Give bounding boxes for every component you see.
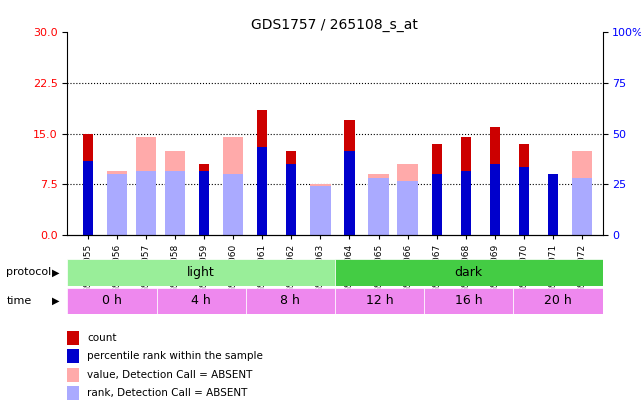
Bar (257, 110, 267, 235)
Bar (136, 137, 156, 235)
Bar (165, 151, 185, 235)
Bar (83, 161, 93, 235)
Bar (369, 177, 388, 235)
Bar (67, 350, 79, 363)
Text: percentile rank within the sample: percentile rank within the sample (87, 351, 263, 361)
Text: 8 h: 8 h (280, 294, 300, 307)
Bar (310, 186, 331, 235)
Bar (369, 174, 388, 235)
Bar (67, 259, 335, 286)
Bar (106, 174, 127, 235)
Bar (335, 288, 424, 314)
Bar (223, 174, 244, 235)
Bar (344, 120, 354, 235)
Text: light: light (187, 266, 215, 279)
Bar (257, 147, 267, 235)
Bar (67, 331, 79, 345)
Text: 0 h: 0 h (102, 294, 122, 307)
Text: 16 h: 16 h (455, 294, 483, 307)
Bar (461, 171, 471, 235)
Bar (424, 288, 513, 314)
Text: time: time (6, 296, 31, 306)
Text: ▶: ▶ (51, 267, 59, 277)
Bar (286, 164, 296, 235)
Text: 4 h: 4 h (191, 294, 211, 307)
Bar (513, 288, 603, 314)
Text: rank, Detection Call = ABSENT: rank, Detection Call = ABSENT (87, 388, 247, 398)
Text: 20 h: 20 h (544, 294, 572, 307)
Bar (344, 151, 354, 235)
Bar (286, 151, 296, 235)
Bar (136, 171, 156, 235)
Bar (83, 134, 93, 235)
Bar (519, 144, 529, 235)
Bar (572, 151, 592, 235)
Bar (67, 288, 156, 314)
Bar (335, 259, 603, 286)
Text: GDS1757 / 265108_s_at: GDS1757 / 265108_s_at (251, 18, 419, 32)
Bar (106, 171, 127, 235)
Bar (548, 174, 558, 235)
Bar (548, 174, 558, 235)
Text: ▶: ▶ (51, 296, 59, 306)
Bar (490, 127, 500, 235)
Bar (519, 167, 529, 235)
Bar (67, 368, 79, 382)
Text: count: count (87, 333, 117, 343)
Text: dark: dark (454, 266, 483, 279)
Text: protocol: protocol (6, 267, 52, 277)
Bar (165, 171, 185, 235)
Bar (246, 288, 335, 314)
Bar (397, 181, 418, 235)
Bar (67, 386, 79, 400)
Bar (572, 177, 592, 235)
Bar (397, 164, 418, 235)
Bar (461, 137, 471, 235)
Bar (431, 144, 442, 235)
Bar (310, 184, 331, 235)
Text: 12 h: 12 h (366, 294, 394, 307)
Bar (156, 288, 246, 314)
Bar (431, 174, 442, 235)
Bar (490, 164, 500, 235)
Bar (199, 171, 209, 235)
Text: value, Detection Call = ABSENT: value, Detection Call = ABSENT (87, 370, 253, 380)
Bar (199, 164, 209, 235)
Bar (223, 137, 244, 235)
